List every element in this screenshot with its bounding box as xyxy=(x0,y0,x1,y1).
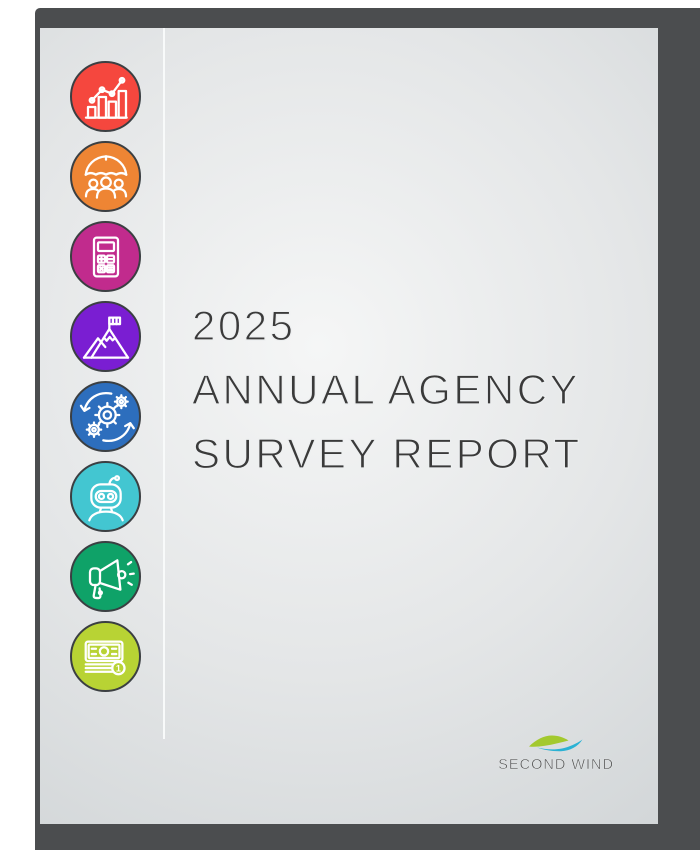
icon-circle-automation xyxy=(70,461,141,532)
calculator-icon xyxy=(92,236,119,277)
icon-rail: 1 xyxy=(70,61,141,692)
vertical-divider xyxy=(163,28,165,739)
icon-circle-finance xyxy=(70,221,141,292)
title-line-middle: ANNUAL AGENCY xyxy=(191,365,581,413)
icon-circle-growth xyxy=(70,61,141,132)
wave-green xyxy=(529,735,569,747)
badge-number: 1 xyxy=(115,663,120,673)
icon-circle-insurance xyxy=(70,141,141,212)
gears-cycle-icon xyxy=(79,391,135,442)
bar-chart-growth-icon xyxy=(84,76,128,119)
wave-blue xyxy=(537,739,583,752)
money-number-one-icon: 1 xyxy=(84,640,126,675)
icon-circle-compensation: 1 xyxy=(70,621,141,692)
wave-logo-icon xyxy=(529,735,583,752)
report-cover-page: 1 2025 ANNUAL AGENCY SURVEY REPORT SECON… xyxy=(40,28,658,824)
cover-title: 2025 ANNUAL AGENCY SURVEY REPORT xyxy=(191,294,582,486)
icon-circle-goals xyxy=(70,301,141,372)
robot-icon xyxy=(87,474,124,521)
megaphone-icon xyxy=(88,558,135,599)
brand-name: SECOND WIND xyxy=(498,757,614,774)
mountain-flag-icon xyxy=(82,316,129,359)
title-line-year: 2025 xyxy=(191,301,296,349)
brand-logo: SECOND WIND xyxy=(498,734,614,773)
umbrella-group-icon xyxy=(84,154,127,199)
icon-circle-operations xyxy=(70,381,141,452)
title-line-bottom: SURVEY REPORT xyxy=(191,429,582,477)
icon-circle-marketing xyxy=(70,541,141,612)
